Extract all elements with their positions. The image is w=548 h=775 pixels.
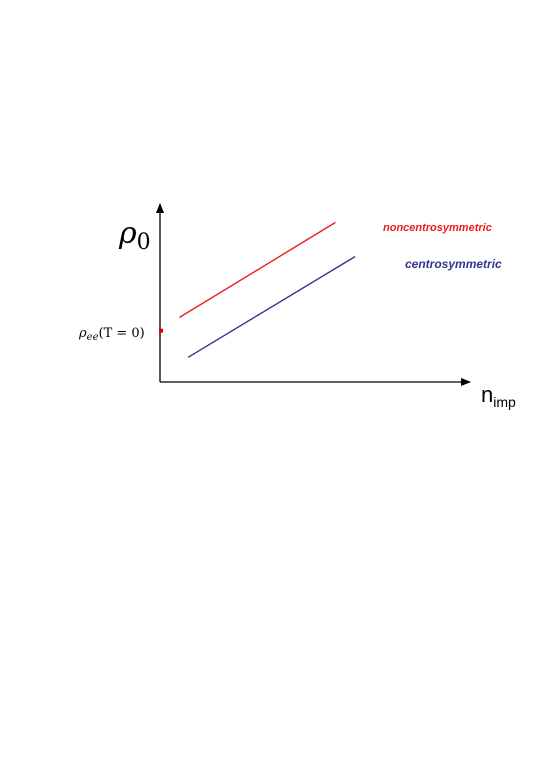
y-axis-symbol: ρ	[118, 216, 137, 251]
x-axis-symbol: n	[481, 382, 493, 407]
series-line-noncentrosymmetric	[179, 221, 336, 318]
series-label-centrosymmetric: centrosymmetric	[405, 257, 502, 271]
x-axis-label: nimp	[481, 382, 516, 410]
intercept-subscript: ee	[87, 332, 99, 343]
y-axis-subscript: 0	[137, 230, 151, 255]
y-axis-label: ρ0	[118, 216, 151, 255]
intercept-label: ρee(T = 0)	[78, 326, 145, 343]
intercept-argument: (T = 0)	[99, 326, 145, 341]
intercept-symbol: ρ	[78, 326, 87, 341]
series-line-centrosymmetric	[187, 256, 356, 358]
series-label-noncentrosymmetric: noncentrosymmetric	[383, 222, 492, 234]
x-axis-subscript: imp	[493, 394, 516, 410]
intercept-marker	[159, 328, 163, 333]
